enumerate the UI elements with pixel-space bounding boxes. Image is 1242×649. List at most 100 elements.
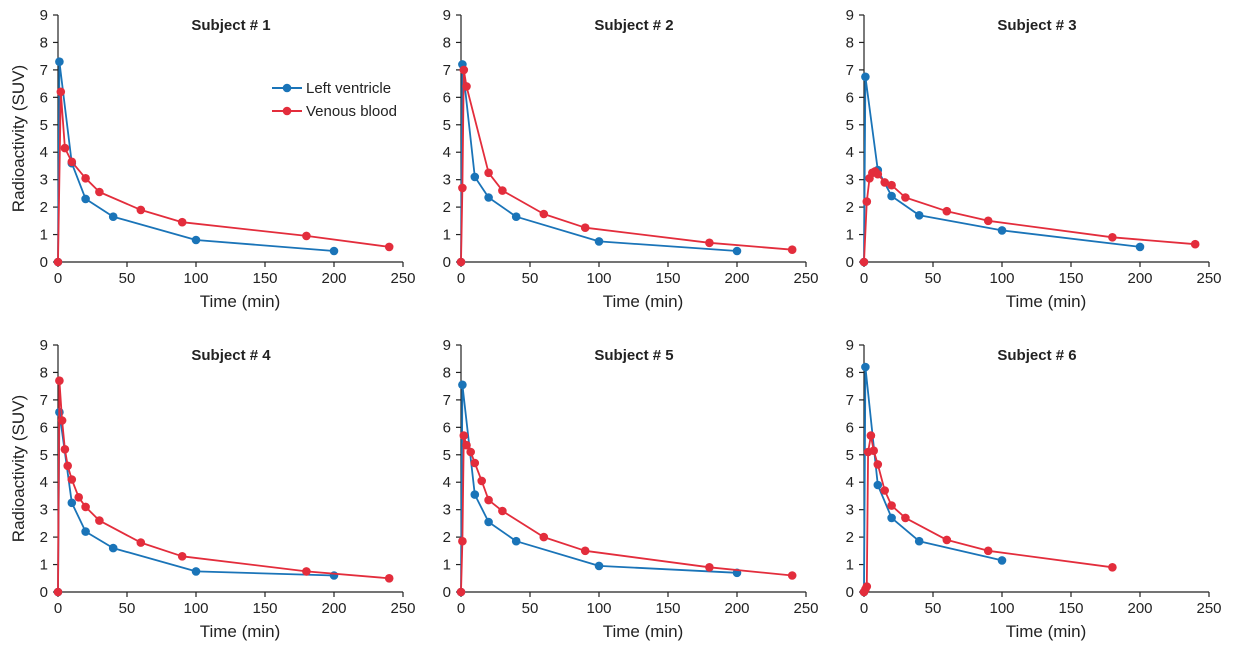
x-tick-label: 250	[793, 600, 818, 617]
data-point-venous-blood	[177, 552, 187, 561]
x-tick-label: 100	[586, 600, 611, 617]
x-tick-label: 200	[321, 600, 346, 617]
y-tick-label: 2	[443, 529, 451, 546]
data-point-venous-blood	[384, 574, 394, 583]
data-point-venous-blood	[458, 536, 467, 546]
data-point-venous-blood	[470, 458, 480, 468]
y-tick-label: 4	[40, 474, 48, 491]
x-tick-label: 200	[724, 270, 749, 287]
data-point-venous-blood	[866, 431, 876, 440]
y-tick-label: 6	[40, 89, 48, 106]
x-tick-label: 0	[457, 270, 465, 287]
x-tick-label: 50	[119, 270, 136, 287]
data-point-venous-blood	[869, 446, 878, 456]
series-line-left-ventricle	[57, 411, 335, 593]
data-point-venous-blood	[484, 495, 493, 505]
data-point-left-ventricle	[329, 571, 339, 580]
y-tick-label: 2	[40, 529, 48, 546]
y-axis-title: Radioactivity (SUV)	[9, 395, 28, 542]
data-point-left-ventricle	[470, 490, 480, 499]
y-tick-label: 9	[40, 7, 48, 24]
y-tick-label: 4	[40, 144, 48, 161]
data-point-venous-blood	[67, 475, 77, 484]
x-tick-label: 250	[390, 270, 415, 287]
x-axis-title: Time (min)	[200, 622, 281, 641]
data-point-left-ventricle	[67, 498, 77, 508]
data-point-venous-blood	[580, 546, 590, 556]
data-point-left-ventricle	[914, 211, 924, 220]
y-tick-label: 8	[443, 364, 451, 381]
data-point-venous-blood	[859, 257, 869, 267]
data-point-left-ventricle	[1135, 242, 1145, 252]
x-tick-label: 100	[183, 600, 208, 617]
series-line-venous-blood	[57, 90, 390, 263]
x-axis-title: Time (min)	[603, 292, 684, 311]
data-point-venous-blood	[57, 416, 67, 425]
y-tick-label: 7	[40, 62, 48, 79]
x-tick-label: 0	[54, 600, 62, 617]
x-tick-label: 50	[522, 600, 539, 617]
y-tick-label: 1	[443, 557, 451, 574]
x-tick-label: 200	[321, 270, 346, 287]
x-tick-label: 100	[989, 600, 1014, 617]
x-tick-label: 50	[522, 270, 539, 287]
y-tick-label: 7	[846, 392, 854, 409]
y-tick-label: 4	[443, 144, 451, 161]
data-point-left-ventricle	[81, 194, 90, 204]
data-point-left-ventricle	[997, 556, 1007, 565]
x-axis-title: Time (min)	[1006, 292, 1087, 311]
y-tick-label: 2	[40, 199, 48, 216]
data-point-venous-blood	[53, 257, 63, 267]
y-tick-label: 5	[846, 117, 854, 134]
y-tick-label: 7	[443, 62, 451, 79]
series-line-venous-blood	[863, 434, 1113, 593]
data-point-venous-blood	[705, 238, 714, 248]
y-tick-label: 3	[443, 502, 451, 519]
data-point-venous-blood	[873, 169, 883, 179]
data-point-venous-blood	[901, 513, 910, 523]
series-line-left-ventricle	[460, 383, 738, 593]
series-line-venous-blood	[863, 170, 1196, 263]
y-tick-label: 6	[443, 419, 451, 436]
y-tick-label: 3	[40, 172, 48, 189]
data-point-venous-blood	[462, 440, 471, 450]
series-line-left-ventricle	[863, 366, 1003, 593]
data-point-venous-blood	[484, 168, 493, 178]
data-point-venous-blood	[136, 205, 146, 215]
data-point-venous-blood	[983, 546, 993, 556]
y-tick-label: 0	[846, 254, 854, 271]
data-point-venous-blood	[462, 82, 471, 91]
x-tick-label: 150	[655, 270, 680, 287]
data-point-venous-blood	[67, 157, 77, 167]
y-tick-label: 5	[846, 447, 854, 464]
data-point-venous-blood	[456, 587, 466, 597]
data-point-venous-blood	[862, 582, 872, 591]
y-tick-label: 6	[443, 89, 451, 106]
x-tick-label: 150	[252, 270, 277, 287]
panel-4: 0 50 100 150 200 250 0 1 2 3 4 5 6 7 8 9 Subject # 4 Time…	[9, 337, 416, 641]
data-point-venous-blood	[56, 87, 66, 97]
data-point-venous-blood	[887, 501, 896, 510]
x-tick-label: 100	[989, 270, 1014, 287]
data-point-venous-blood	[53, 587, 63, 597]
y-tick-label: 8	[40, 364, 48, 381]
panel-title: Subject # 1	[191, 17, 270, 34]
x-axis-title: Time (min)	[1006, 622, 1087, 641]
x-tick-label: 50	[925, 600, 942, 617]
y-tick-label: 5	[40, 447, 48, 464]
x-tick-label: 50	[119, 600, 136, 617]
y-tick-label: 2	[443, 199, 451, 216]
y-tick-label: 3	[40, 502, 48, 519]
legend-left-ventricle-marker	[282, 83, 292, 93]
y-tick-label: 2	[846, 199, 854, 216]
x-tick-label: 250	[793, 270, 818, 287]
data-point-venous-blood	[177, 217, 187, 227]
data-point-venous-blood	[302, 231, 311, 241]
series-line-left-ventricle	[460, 63, 738, 263]
panel-title: Subject # 6	[997, 347, 1076, 364]
data-point-left-ventricle	[887, 513, 896, 523]
y-tick-label: 7	[846, 62, 854, 79]
y-tick-label: 0	[443, 584, 451, 601]
data-point-left-ventricle	[594, 237, 604, 246]
